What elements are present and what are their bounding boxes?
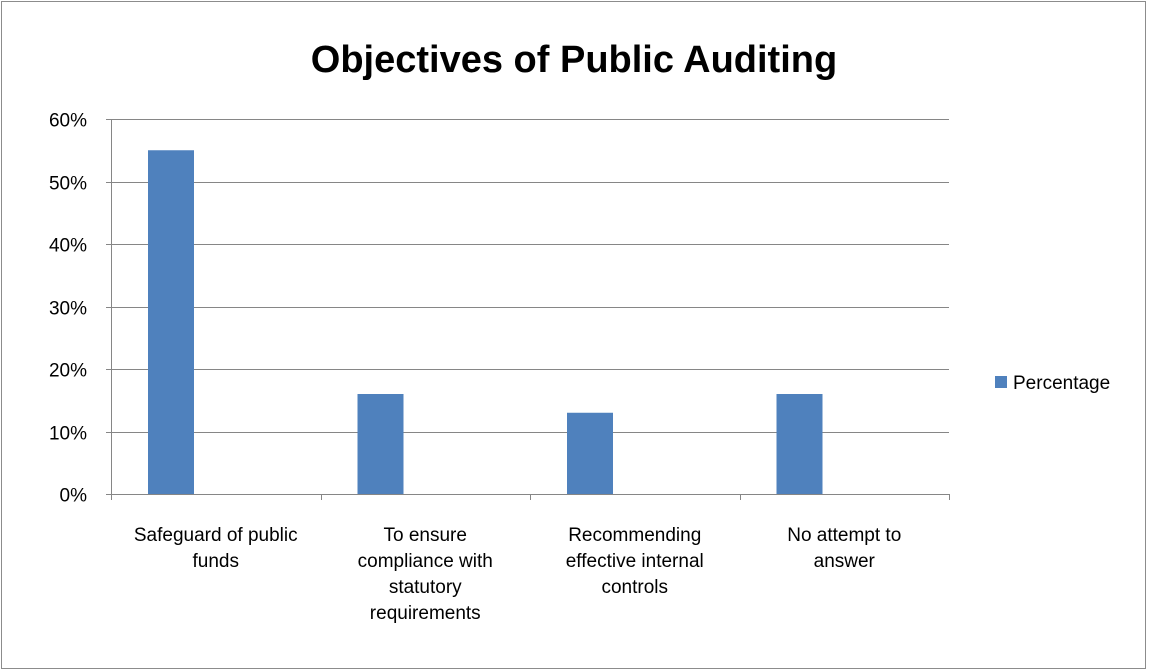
y-tick-label: 10% — [49, 424, 87, 445]
y-tick-label: 40% — [49, 236, 87, 257]
y-tick-label: 0% — [60, 486, 88, 507]
gridlines — [111, 119, 949, 433]
bar — [357, 394, 404, 494]
bars — [148, 150, 823, 494]
bar — [148, 150, 194, 494]
bar — [567, 412, 613, 494]
x-category-label: Safeguard of public funds — [134, 525, 298, 572]
x-category-label-line: funds — [193, 551, 239, 572]
x-category-label-line: No attempt to — [787, 525, 901, 546]
bar — [776, 394, 823, 494]
y-axis-tick-labels: 0% 10% 20% 30% 40% 50% 60% — [49, 111, 87, 507]
legend-swatch — [995, 376, 1007, 388]
x-category-label-line: controls — [601, 577, 668, 598]
x-category-label-line: effective internal — [566, 551, 704, 572]
y-tick-label: 60% — [49, 111, 87, 132]
x-category-label-line: requirements — [370, 603, 481, 624]
x-category-label-line: statutory — [389, 577, 462, 598]
y-tick-label: 50% — [49, 174, 87, 195]
x-category-label-line: To ensure — [384, 525, 467, 546]
legend: Percentage — [995, 373, 1110, 394]
x-category-label: Recommending effective internal controls — [566, 525, 704, 598]
axes — [106, 119, 950, 500]
legend-label: Percentage — [1013, 373, 1110, 394]
chart-title: Objectives of Public Auditing — [311, 39, 837, 81]
y-tick-label: 30% — [49, 299, 87, 320]
x-category-label: To ensure compliance with statutory require… — [358, 525, 493, 624]
x-category-label-line: Recommending — [568, 525, 701, 546]
x-category-label-line: compliance with — [358, 551, 493, 572]
x-axis-category-labels: Safeguard of public funds To ensure complia… — [134, 525, 901, 624]
x-category-label-line: Safeguard of public — [134, 525, 298, 546]
x-category-label-line: answer — [814, 551, 876, 572]
y-tick-label: 20% — [49, 361, 87, 382]
x-category-label: No attempt to answer — [787, 525, 901, 572]
